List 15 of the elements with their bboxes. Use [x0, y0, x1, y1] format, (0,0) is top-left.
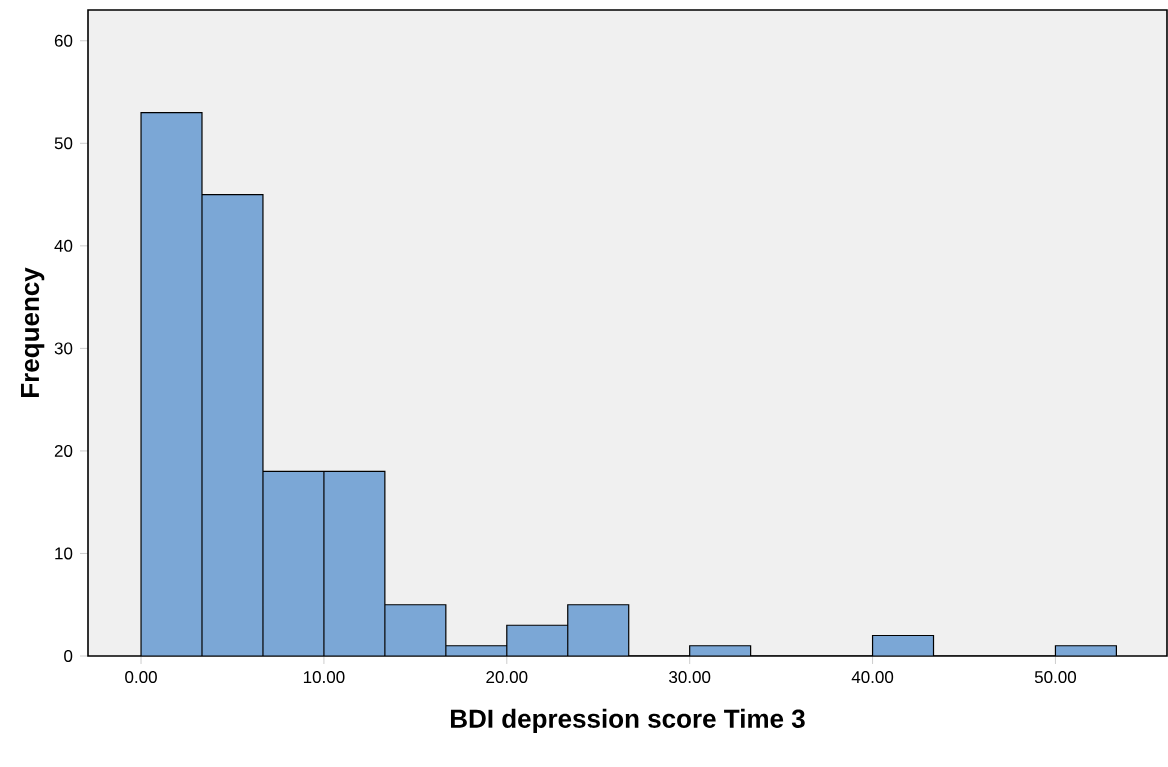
x-tick-label: 0.00: [125, 671, 157, 684]
y-tick-label: 40: [54, 239, 73, 252]
x-tick-label: 20.00: [486, 671, 528, 684]
x-tick-label: 30.00: [669, 671, 711, 684]
x-tick-label: 40.00: [851, 671, 894, 684]
x-tick-label: 10.00: [303, 671, 345, 684]
x-tick-label: 50.00: [1034, 671, 1077, 684]
y-tick-label: 30: [54, 342, 73, 355]
y-tick-label: 50: [54, 137, 73, 150]
x-axis-title: BDI depression score Time 3: [451, 708, 805, 734]
y-axis-title: Frequency: [21, 267, 45, 398]
y-tick-label: 60: [54, 34, 73, 47]
y-tick-label: 10: [55, 547, 73, 560]
y-tick-label: 0: [64, 650, 73, 663]
y-tick-label: 20: [54, 444, 73, 457]
